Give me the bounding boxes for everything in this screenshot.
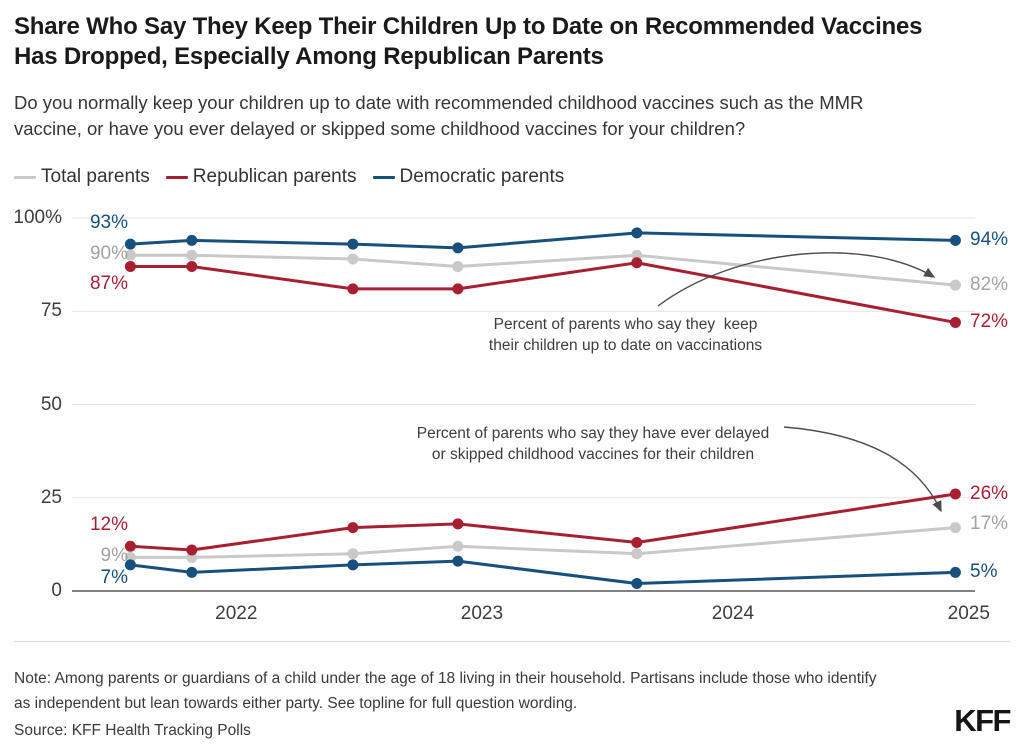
point-delayed-skipped-democratic-4 xyxy=(631,578,643,590)
point-delayed-skipped-republican-0 xyxy=(124,540,136,552)
kff-logo: KFF xyxy=(954,703,1011,738)
point-up-to-date-republican-1 xyxy=(186,260,198,272)
legend-item-democratic: Democratic parents xyxy=(372,166,565,188)
point-up-to-date-republican-2 xyxy=(347,283,359,295)
annotation-up-to-date-line-2: their children up to date on vaccination… xyxy=(488,337,763,354)
point-delayed-skipped-republican-1 xyxy=(186,544,198,556)
point-delayed-skipped-democratic-0 xyxy=(124,559,136,571)
title-line-1: Share Who Say They Keep Their Children U… xyxy=(14,13,923,40)
point-up-to-date-democratic-3 xyxy=(452,242,464,254)
line-up-to-date-democratic xyxy=(128,231,957,250)
point-up-to-date-total-3 xyxy=(452,260,464,272)
point-up-to-date-total-0 xyxy=(124,249,136,261)
point-up-to-date-democratic-4 xyxy=(631,227,643,239)
point-up-to-date-democratic-2 xyxy=(347,238,359,250)
annotation-up-to-date-line-1: Percent of parents who say they keep xyxy=(493,316,758,333)
republican-line-swatch-icon xyxy=(165,175,188,179)
footnote: Note: Among parents or guardians of a ch… xyxy=(14,666,974,716)
line-up-to-date-total xyxy=(128,253,957,287)
legend: Total parents Republican parents Democra… xyxy=(14,166,564,188)
line-delayed-skipped-total xyxy=(128,526,957,559)
point-delayed-skipped-republican-3 xyxy=(452,518,464,530)
point-delayed-skipped-total-5 xyxy=(949,522,961,534)
arrow-to-82-percent-icon xyxy=(657,252,936,307)
point-delayed-skipped-democratic-1 xyxy=(186,566,198,578)
subtitle-line-1: Do you normally keep your children up to… xyxy=(14,92,864,113)
point-up-to-date-republican-3 xyxy=(452,283,464,295)
annotation-delayed-skipped-line-2: or skipped childhood vaccines for their … xyxy=(431,446,755,463)
point-up-to-date-republican-0 xyxy=(124,260,136,272)
point-delayed-skipped-democratic-3 xyxy=(452,555,464,567)
point-up-to-date-republican-4 xyxy=(631,257,643,269)
survey-question: Do you normally keep your children up to… xyxy=(14,90,1004,142)
legend-label-republican: Republican parents xyxy=(192,166,357,187)
point-delayed-skipped-democratic-5 xyxy=(949,566,961,578)
legend-item-republican: Republican parents xyxy=(165,166,357,188)
annotation-arrows xyxy=(657,252,942,513)
point-delayed-skipped-total-3 xyxy=(452,540,464,552)
line-delayed-skipped-republican xyxy=(128,492,957,552)
line-up-to-date-republican xyxy=(128,261,957,324)
point-up-to-date-democratic-1 xyxy=(186,234,198,246)
subtitle-line-2: vaccine, or have you ever delayed or ski… xyxy=(14,118,746,139)
footer-divider xyxy=(14,641,1010,642)
plot-area xyxy=(72,217,975,592)
point-up-to-date-republican-5 xyxy=(949,316,961,328)
point-delayed-skipped-republican-2 xyxy=(347,522,359,534)
point-delayed-skipped-democratic-2 xyxy=(347,559,359,571)
annotation-up-to-date: Percent of parents who say they keep the… xyxy=(448,314,803,356)
point-delayed-skipped-republican-5 xyxy=(949,488,961,500)
legend-label-democratic: Democratic parents xyxy=(399,166,565,187)
legend-label-total: Total parents xyxy=(41,166,150,187)
point-delayed-skipped-total-4 xyxy=(631,548,643,560)
source-credit: Source: KFF Health Tracking Polls xyxy=(14,722,251,739)
page-title: Share Who Say They Keep Their Children U… xyxy=(14,12,1004,72)
point-delayed-skipped-republican-4 xyxy=(631,537,643,549)
annotation-delayed-skipped-line-1: Percent of parents who say they have eve… xyxy=(416,425,770,442)
total-line-swatch-icon xyxy=(14,175,36,179)
footnote-line-1: Note: Among parents or guardians of a ch… xyxy=(14,670,877,687)
annotation-delayed-skipped: Percent of parents who say they have eve… xyxy=(413,423,773,465)
line-delayed-skipped-democratic xyxy=(128,559,957,586)
title-line-2: Has Dropped, Especially Among Republican… xyxy=(14,43,604,70)
arrow-to-17-percent-icon xyxy=(783,426,942,513)
point-up-to-date-total-2 xyxy=(347,253,359,265)
point-up-to-date-total-1 xyxy=(186,249,198,261)
point-up-to-date-democratic-0 xyxy=(124,238,136,250)
legend-item-total: Total parents xyxy=(14,166,150,188)
point-up-to-date-democratic-5 xyxy=(949,234,961,246)
footnote-line-2: as independent but lean towards either p… xyxy=(14,695,578,712)
democratic-line-swatch-icon xyxy=(372,175,395,179)
point-up-to-date-total-5 xyxy=(949,279,961,291)
point-delayed-skipped-total-2 xyxy=(347,548,359,560)
